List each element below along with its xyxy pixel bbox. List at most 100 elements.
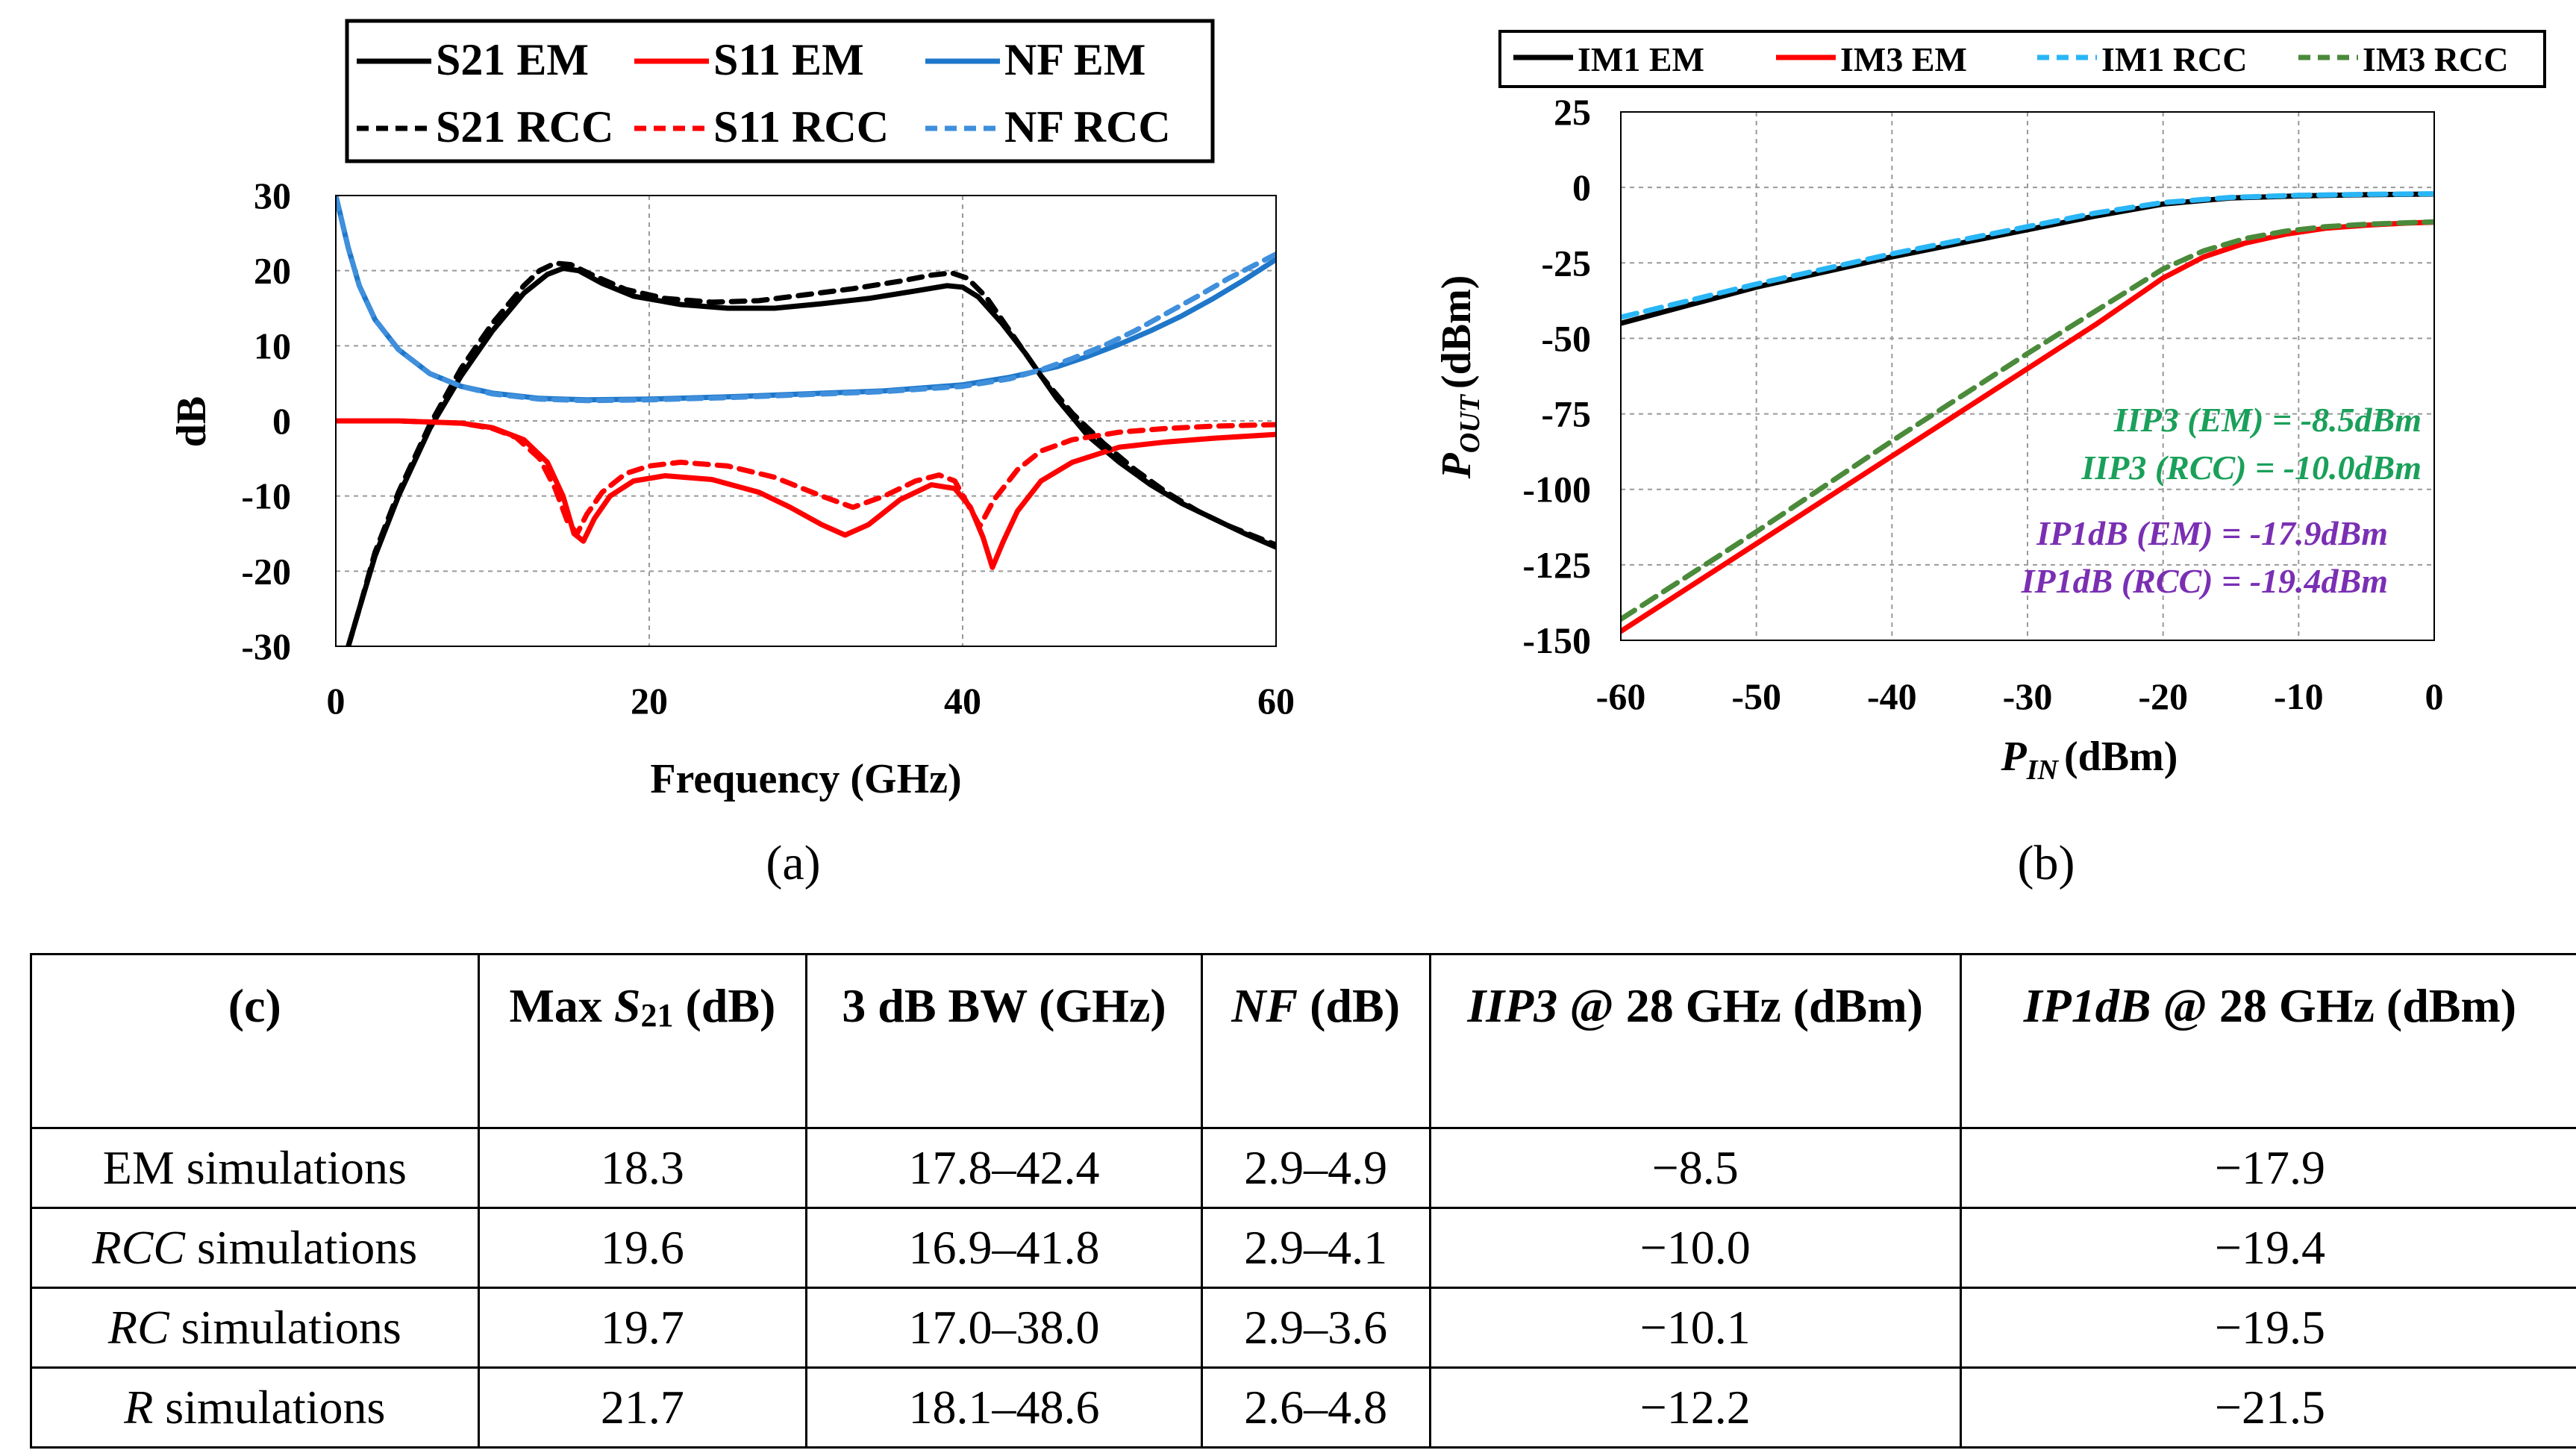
header-3db-bw: 3 dB BW (GHz) [805,953,1203,1129]
annotation-iip3-rcc-10-0dbm: IIP3 (RCC) = -10.0dBm [2081,449,2422,487]
legend-a-box [345,19,1215,163]
series-line-s11-em [336,418,1276,570]
table-cell: 17.8–42.4 [805,1127,1203,1209]
x-tick-label: 0 [327,680,346,722]
row-label: EM simulations [30,1127,480,1209]
legend-b: IM1 EM IM3 EM IM1 RCC IM3 RCC [1513,40,2508,78]
panel-label-a: (a) [766,836,820,890]
table-header-row: (c) Max S21 (dB) 3 dB BW (GHz) NF (dB) I… [30,953,2576,1129]
results-table: (c) Max S21 (dB) 3 dB BW (GHz) NF (dB) I… [30,953,2576,1449]
x-tick-label: -50 [1731,675,1781,717]
y-tick-label: 0 [1572,166,1591,208]
chart-a: S21 EM S11 EM NF EM S21 RCC S11 RCC NF RCC 0 2… [169,19,1295,890]
chart-b-canvas: IM1 EM IM3 EM IM1 RCC IM3 RCC -60 -50 -40 -30 -… [1434,30,2546,890]
table-cell: 17.0–38.0 [805,1287,1203,1369]
table-cell: 2.9–4.9 [1200,1127,1431,1209]
x-tick-label: -30 [2003,675,2053,717]
grid-b [1621,112,2434,640]
plot-area-a [336,196,1276,646]
x-tick-label: -10 [2274,675,2324,717]
table-cell: 21.7 [477,1366,808,1449]
x-tick-label: 0 [2425,675,2444,717]
table-cell: 19.6 [477,1207,808,1289]
y-tick-label: -125 [1522,544,1591,586]
xlabel-b: PIN (dBm) [2001,734,2178,786]
table-cell: 18.3 [477,1127,808,1209]
series-line-s21-rcc [346,260,1276,646]
y-tick-label: 0 [272,400,291,442]
series-line-im3-rcc [1621,219,2434,622]
annotation-ip1db-em-17-9dbm: IP1dB (EM) = -17.9dBm [2036,514,2388,552]
plot-area-b [1621,191,2434,634]
y-tick-label: -50 [1541,317,1591,359]
ticks-a: 0 20 40 60 30 20 10 0 -10 -20 -30 [241,175,1295,722]
y-tick-label: -75 [1541,393,1591,435]
table-cell: −10.1 [1428,1287,1962,1369]
legend-b-box [1498,30,2546,88]
legend-label-im1-rcc: IM1 RCC [2101,40,2247,78]
y-tick-label: 10 [254,325,291,366]
table-row: RC simulations 19.7 17.0–38.0 2.9–3.6 −10.1−… [30,1287,2576,1369]
row-label: R simulations [30,1366,480,1449]
x-tick-label: -40 [1867,675,1917,717]
table-cell: −19.5 [1959,1287,2576,1369]
legend-label-im3-em: IM3 EM [1840,40,1967,78]
xlabel-a: Frequency (GHz) [650,756,961,802]
y-tick-label: -150 [1522,619,1591,661]
table-cell: −19.4 [1959,1207,2576,1289]
y-tick-label: -10 [241,475,291,517]
legend-label-nf-rcc: NF RCC [1004,102,1171,151]
table-cell: −17.9 [1959,1127,2576,1209]
table-row: EM simulations 18.3 17.8–42.4 2.9–4.9 −8.5 −1… [30,1127,2576,1209]
y-tick-label: -100 [1522,469,1591,510]
table-body: EM simulations 18.3 17.8–42.4 2.9–4.9 −8.5 −1… [30,1127,2576,1449]
table-cell: −21.5 [1959,1366,2576,1449]
legend-label-im3-rcc: IM3 RCC [2363,40,2508,78]
ylabel-a: dB [169,396,215,448]
series-line-s11-rcc [336,418,1276,537]
legend-label-s11-em: S11 EM [713,35,864,84]
y-tick-label: 20 [254,250,291,292]
table-row: R simulations 21.7 18.1–48.6 2.6–4.8 −12.2 −2… [30,1366,2576,1449]
grid-a [336,196,1276,646]
x-tick-label: -60 [1596,675,1646,717]
panel-label-b: (b) [2018,836,2075,890]
plot-frame-a [335,195,1277,647]
x-tick-label: 60 [1257,680,1295,722]
legend-label-s21-em: S21 EM [436,35,589,84]
x-tick-label: 40 [944,680,981,722]
row-label: RC simulations [30,1287,480,1369]
y-tick-label: 30 [254,175,291,216]
y-tick-label: -30 [241,625,291,667]
series-line-im1-rcc [1621,191,2434,320]
table-cell: −12.2 [1428,1366,1962,1449]
row-label: RCC simulations [30,1207,480,1289]
legend-label-im1-em: IM1 EM [1578,40,1704,78]
table-cell: −10.0 [1428,1207,1962,1289]
table-row: RCC simulations 19.6 16.9–41.8 2.9–4.1 −10.0… [30,1207,2576,1289]
series-line-nf-em [336,196,1276,403]
annotation-ip1db-rcc-19-4dbm: IP1dB (RCC) = -19.4dBm [2021,562,2388,600]
series-line-s21-em [346,266,1276,646]
header-ip1db: IP1dB @ 28 GHz (dBm) [1959,953,2576,1129]
y-tick-label: -20 [241,550,291,592]
ticks-b: -60 -50 -40 -30 -20 -10 0250-25-50-75-100-125-… [1522,91,2443,717]
legend-label-s11-rcc: S11 RCC [713,102,889,151]
series-line-nf-rcc [336,196,1276,404]
table-cell: 2.9–3.6 [1200,1287,1431,1369]
plot-frame-b [1620,111,2435,641]
header-nf: NF (dB) [1200,953,1431,1129]
table-corner-label: (c) [30,953,480,1129]
annotation-iip3-em-8-5dbm: IIP3 (EM) = -8.5dBm [2113,401,2422,439]
table-cell: −8.5 [1428,1127,1962,1209]
x-tick-label: 20 [631,680,668,722]
table-cell: 2.9–4.1 [1200,1207,1431,1289]
table-cell: 19.7 [477,1287,808,1369]
header-iip3: IIP3 @ 28 GHz (dBm) [1428,953,1962,1129]
y-tick-label: -25 [1541,242,1591,284]
legend-label-nf-em: NF EM [1004,35,1145,84]
annotations-b: IIP3 (EM) = -8.5dBm IIP3 (RCC) = -10.0dBm… [2021,401,2422,600]
table-cell: 2.6–4.8 [1200,1366,1431,1449]
header-max-s21: Max S21 (dB) [477,953,808,1129]
ylabel-b: POUT(dBm) [1434,275,1486,480]
